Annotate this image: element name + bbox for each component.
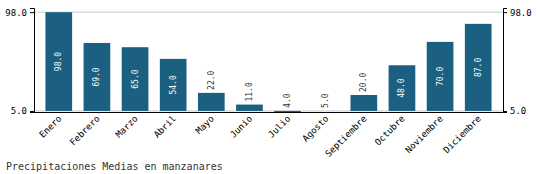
x-axis-line xyxy=(35,112,504,113)
data-label: 22.0 xyxy=(207,70,216,89)
data-label: 69.0 xyxy=(92,67,101,86)
x-tick-label: Junio xyxy=(228,114,254,140)
chart: EneroFebrero Marzo Abril Mayo Junio Julio Agos… xyxy=(0,0,537,174)
x-tick-label: Septiembre xyxy=(323,114,368,159)
x-tick: Octubre xyxy=(373,114,407,148)
x-tick-label: Octubre xyxy=(373,114,407,148)
y-axis: 5.0 98.0 xyxy=(5,8,34,117)
x-tick: Diciembre xyxy=(441,114,483,156)
y-axis-tick-label: 5.0 xyxy=(11,106,27,116)
bar xyxy=(427,42,454,111)
bar xyxy=(45,12,72,111)
y2-axis: 5.0 98.0 xyxy=(503,8,532,117)
x-tick-label: Marzo xyxy=(114,114,140,140)
x-tick: Noviembre xyxy=(403,114,445,156)
data-label: 48.0 xyxy=(397,78,406,97)
y-axis-tick: 5.0 xyxy=(11,106,34,116)
title: Precipitaciones Medias en manzanares xyxy=(6,161,223,172)
data-labels: 98.0 69.0 65.0 54.0 22.0 11.0 4.0 5.0 20.0 48.0 70… xyxy=(54,52,482,108)
y2-axis-tick-mark xyxy=(503,111,507,112)
bar xyxy=(198,93,225,111)
bar xyxy=(465,24,492,111)
grid-line xyxy=(34,12,503,13)
y2-axis-tick-label: 5.0 xyxy=(510,106,526,116)
x-tick: Mayo xyxy=(194,114,216,136)
data-label: 11.0 xyxy=(245,82,254,101)
y-axis-tick-label: 98.0 xyxy=(5,8,27,18)
x-tick-label: Julio xyxy=(266,114,292,140)
x-tick: Septiembre xyxy=(323,114,368,159)
y-axis-tick-mark xyxy=(30,12,34,13)
x-tick: Julio xyxy=(266,114,292,140)
data-label: 87.0 xyxy=(474,58,483,77)
x-tick-label: Febrero xyxy=(68,114,102,148)
bar xyxy=(236,105,263,111)
y2-axis-tick-mark xyxy=(503,12,507,13)
y-axis-tick-mark xyxy=(30,111,34,112)
bar xyxy=(389,65,416,111)
y2-axis-tick-label: 98.0 xyxy=(510,8,532,18)
x-tick-label: Abril xyxy=(152,114,178,140)
bar xyxy=(122,47,149,111)
bar xyxy=(274,111,301,112)
x-tick-label: Enero xyxy=(37,114,63,140)
bar xyxy=(350,95,377,111)
plot-area xyxy=(45,12,491,112)
x-tick: Marzo xyxy=(114,114,140,140)
x-tick: Febrero xyxy=(68,114,102,148)
x-tick-label: Diciembre xyxy=(441,114,483,156)
grid xyxy=(34,12,503,111)
x-tick: Enero xyxy=(37,114,63,140)
x-tick-label: Noviembre xyxy=(403,114,445,156)
x-tick: Abril xyxy=(152,114,178,140)
x-tick: Junio xyxy=(228,114,254,140)
data-label: 98.0 xyxy=(54,52,63,71)
data-label: 4.0 xyxy=(283,93,292,108)
y2-axis-tick: 98.0 xyxy=(503,8,532,18)
bar xyxy=(160,59,187,111)
y-axis-line xyxy=(30,9,35,113)
data-label: 5.0 xyxy=(321,93,330,108)
data-label: 20.0 xyxy=(359,73,368,92)
x-axis: EneroFebrero Marzo Abril Mayo Junio Julio Agos… xyxy=(35,113,504,159)
x-tick-label: Agosto xyxy=(300,114,330,144)
bar xyxy=(84,43,111,111)
y2-axis-tick: 5.0 xyxy=(503,106,526,116)
data-label: 65.0 xyxy=(131,69,140,88)
y-axis-tick: 98.0 xyxy=(5,8,34,18)
data-label: 70.0 xyxy=(436,67,445,86)
data-label: 54.0 xyxy=(169,75,178,94)
x-tick: Agosto xyxy=(300,114,330,144)
y2-axis-line xyxy=(504,9,508,113)
bar xyxy=(312,110,339,111)
x-tick-label: Mayo xyxy=(194,114,216,136)
